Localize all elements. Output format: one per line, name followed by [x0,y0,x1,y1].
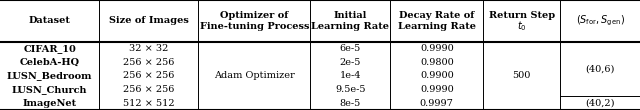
Text: 8e-5: 8e-5 [340,99,361,108]
Text: 0.9800: 0.9800 [420,58,454,67]
Text: 0.9900: 0.9900 [420,71,454,80]
Text: CIFAR_10: CIFAR_10 [23,44,76,53]
Text: 256 × 256: 256 × 256 [123,58,175,67]
Text: 256 × 256: 256 × 256 [123,85,175,94]
Text: Fine-tuning Process: Fine-tuning Process [200,22,309,31]
Text: 500: 500 [513,71,531,80]
Text: (40,6): (40,6) [586,65,614,74]
Text: Learning Rate: Learning Rate [398,22,476,31]
Text: Size of Images: Size of Images [109,16,189,25]
Text: ImageNet: ImageNet [22,99,77,108]
Text: CelebA-HQ: CelebA-HQ [20,58,79,67]
Text: Learning Rate: Learning Rate [312,22,389,31]
Text: Return Step: Return Step [488,11,555,20]
Text: $t_0$: $t_0$ [516,19,527,33]
Text: 32 × 32: 32 × 32 [129,44,168,53]
Text: (40,2): (40,2) [585,99,615,108]
Text: LUSN_Church: LUSN_Church [12,85,87,94]
Text: Adam Optimizer: Adam Optimizer [214,71,295,80]
Text: $(S_{\rm for}, S_{\rm gen})$: $(S_{\rm for}, S_{\rm gen})$ [575,14,625,28]
Text: 256 × 256: 256 × 256 [123,71,175,80]
Text: Initial: Initial [333,11,367,20]
Text: 0.9997: 0.9997 [420,99,454,108]
Text: Dataset: Dataset [29,16,70,25]
Text: 0.9990: 0.9990 [420,85,454,94]
Text: LUSN_Bedroom: LUSN_Bedroom [7,71,92,80]
Text: Optimizer of: Optimizer of [220,11,289,20]
Text: 1e-4: 1e-4 [340,71,361,80]
Text: 512 × 512: 512 × 512 [123,99,175,108]
Text: 9.5e-5: 9.5e-5 [335,85,365,94]
Text: 0.9990: 0.9990 [420,44,454,53]
Text: Decay Rate of: Decay Rate of [399,11,474,20]
Text: 2e-5: 2e-5 [340,58,361,67]
Text: 6e-5: 6e-5 [340,44,361,53]
